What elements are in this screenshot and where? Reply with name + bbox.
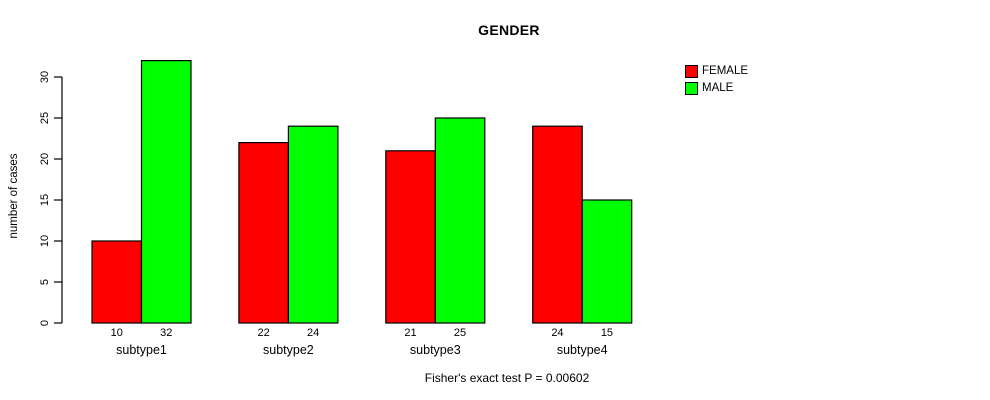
y-axis-tick-label: 30 [39, 71, 51, 83]
bar-female-subtype3 [385, 150, 436, 324]
bar-male-subtype4 [581, 199, 633, 324]
legend-label-female: FEMALE [702, 65, 749, 77]
male-color-swatch [685, 82, 698, 95]
x-category-label-subtype2: subtype2 [263, 343, 314, 357]
bar-value-label-male-subtype4: 15 [601, 327, 613, 339]
legend-label-male: MALE [702, 82, 734, 94]
bar-value-label-male-subtype1: 32 [160, 327, 172, 339]
legend: FEMALE MALE [685, 63, 748, 97]
bar-female-subtype1 [91, 240, 143, 324]
bar-male-subtype1 [140, 59, 192, 324]
bar-value-label-female-subtype4: 24 [551, 327, 563, 339]
bar-value-label-male-subtype2: 24 [307, 327, 319, 339]
bar-value-label-female-subtype1: 10 [111, 327, 123, 339]
x-category-label-subtype3: subtype3 [410, 343, 461, 357]
y-axis-tick-label: 10 [39, 235, 51, 247]
x-category-label-subtype4: subtype4 [557, 343, 608, 357]
bar-value-label-female-subtype3: 21 [404, 327, 416, 339]
bar-male-subtype2 [287, 125, 339, 324]
y-axis-tick-label: 15 [39, 194, 51, 206]
bar-value-label-male-subtype3: 25 [454, 327, 466, 339]
y-axis-tick-label: 20 [39, 153, 51, 165]
y-axis-tick-label: 0 [39, 320, 51, 326]
bar-value-label-female-subtype2: 22 [258, 327, 270, 339]
female-color-swatch [685, 65, 698, 78]
x-category-label-subtype1: subtype1 [116, 343, 167, 357]
bar-female-subtype4 [532, 125, 583, 324]
chart-title: GENDER [478, 22, 540, 38]
legend-item-female: FEMALE [685, 63, 748, 80]
footnote: Fisher's exact test P = 0.00602 [424, 371, 590, 385]
y-axis-tick-label: 25 [39, 112, 51, 124]
y-axis-tick-label: 5 [39, 279, 51, 285]
y-axis-label: number of cases [8, 153, 20, 239]
bar-female-subtype2 [238, 142, 289, 324]
bar-male-subtype3 [434, 117, 486, 324]
legend-item-male: MALE [685, 80, 748, 97]
